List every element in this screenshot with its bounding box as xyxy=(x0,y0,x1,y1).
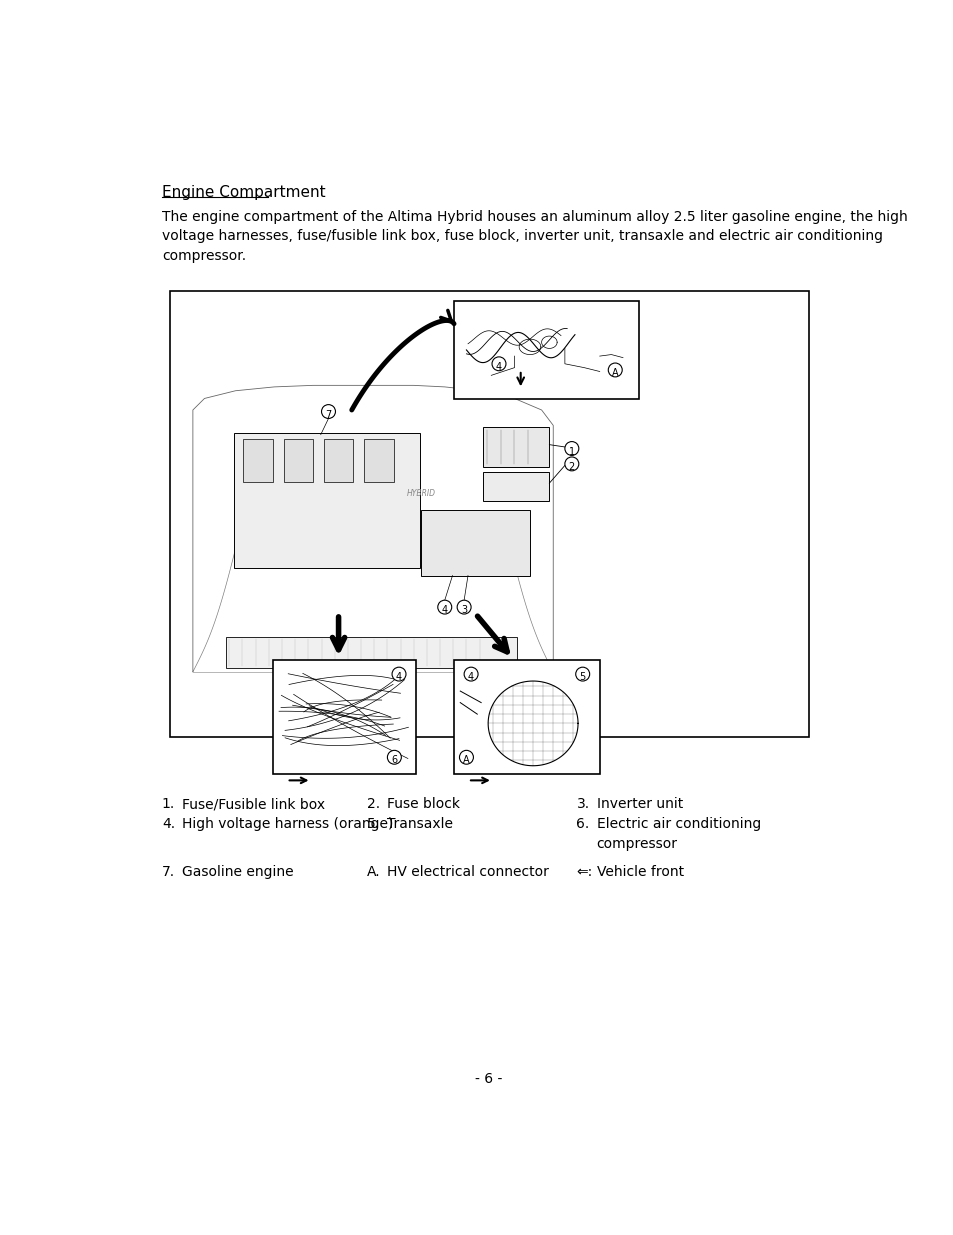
Bar xyxy=(283,440,313,482)
Text: ⇐:: ⇐: xyxy=(576,864,592,879)
Circle shape xyxy=(387,751,401,764)
Text: Engine Compartment: Engine Compartment xyxy=(162,185,325,200)
Bar xyxy=(483,472,549,501)
Text: 6: 6 xyxy=(391,756,397,766)
Text: 2: 2 xyxy=(568,462,575,472)
Text: A.: A. xyxy=(367,864,380,879)
Text: 7.: 7. xyxy=(162,864,174,879)
Bar xyxy=(483,427,549,467)
Bar xyxy=(273,661,416,774)
Circle shape xyxy=(564,457,578,471)
Text: 1: 1 xyxy=(568,447,575,457)
Text: 4: 4 xyxy=(441,605,447,615)
Text: Inverter unit: Inverter unit xyxy=(596,798,682,811)
Bar xyxy=(323,440,353,482)
Bar xyxy=(421,510,530,576)
Bar xyxy=(243,440,273,482)
Circle shape xyxy=(464,667,477,680)
Text: 3: 3 xyxy=(460,605,467,615)
Bar xyxy=(454,661,599,774)
Text: 7: 7 xyxy=(325,410,332,420)
Circle shape xyxy=(321,405,335,419)
Text: 5: 5 xyxy=(579,672,585,682)
Circle shape xyxy=(608,363,621,377)
Bar xyxy=(233,433,419,568)
Circle shape xyxy=(575,667,589,680)
Text: High voltage harness (orange): High voltage harness (orange) xyxy=(182,818,393,831)
Text: 2.: 2. xyxy=(367,798,380,811)
Text: 1.: 1. xyxy=(162,798,175,811)
Text: Electric air conditioning
compressor: Electric air conditioning compressor xyxy=(596,818,760,851)
Circle shape xyxy=(459,751,473,764)
Text: HV electrical connector: HV electrical connector xyxy=(387,864,549,879)
Text: 3.: 3. xyxy=(576,798,589,811)
Bar xyxy=(226,637,517,668)
Text: 4: 4 xyxy=(496,362,501,372)
Text: 5.: 5. xyxy=(367,818,380,831)
Circle shape xyxy=(392,667,406,680)
Text: 4: 4 xyxy=(468,672,474,682)
Text: 4.: 4. xyxy=(162,818,174,831)
Circle shape xyxy=(564,442,578,456)
Text: Fuse block: Fuse block xyxy=(387,798,460,811)
Text: The engine compartment of the Altima Hybrid houses an aluminum alloy 2.5 liter g: The engine compartment of the Altima Hyb… xyxy=(162,210,906,263)
Circle shape xyxy=(492,357,505,370)
Text: - 6 -: - 6 - xyxy=(475,1072,502,1087)
Text: 6.: 6. xyxy=(576,818,589,831)
Bar xyxy=(170,290,808,737)
Text: A: A xyxy=(611,368,618,378)
Text: HYBRID: HYBRID xyxy=(407,489,436,498)
Circle shape xyxy=(456,600,471,614)
Circle shape xyxy=(437,600,452,614)
Text: A: A xyxy=(462,756,469,766)
Text: Fuse/Fusible link box: Fuse/Fusible link box xyxy=(182,798,325,811)
Bar xyxy=(364,440,394,482)
Text: Transaxle: Transaxle xyxy=(387,818,453,831)
Text: Vehicle front: Vehicle front xyxy=(596,864,683,879)
Text: Gasoline engine: Gasoline engine xyxy=(182,864,294,879)
Bar xyxy=(454,300,638,399)
Text: 4: 4 xyxy=(395,672,401,682)
